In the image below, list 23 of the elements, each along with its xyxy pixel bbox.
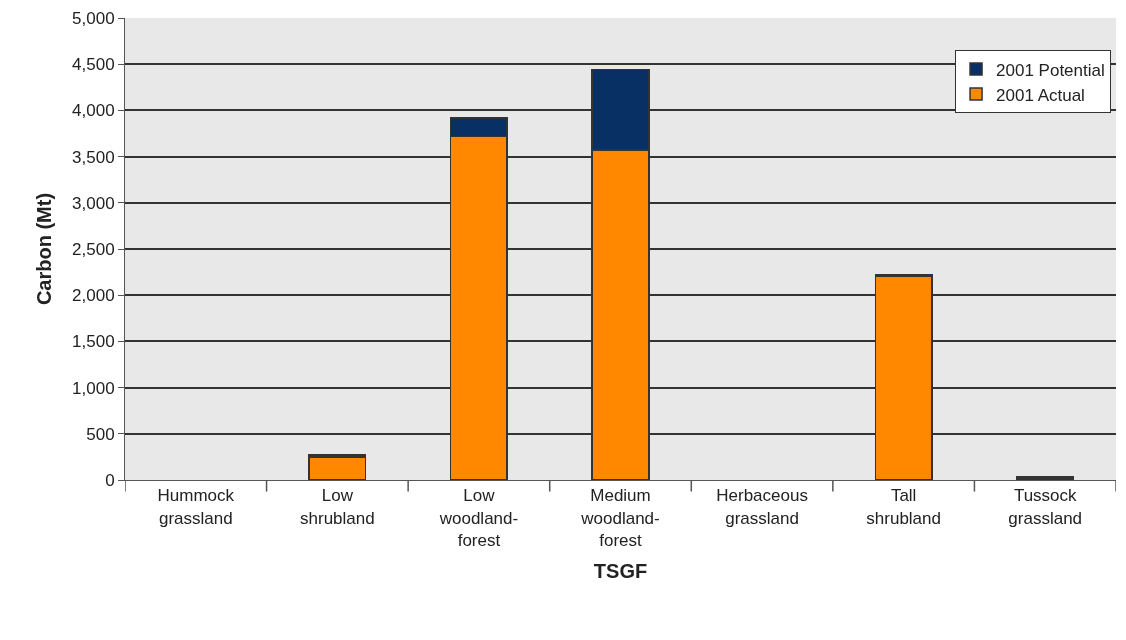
x-axis-title: TSGF xyxy=(593,560,648,583)
x-tick-label: Tussock grassland xyxy=(1008,486,1083,528)
x-tick-label: Low shrubland xyxy=(300,486,375,528)
y-tick-label: 5,000 xyxy=(72,8,115,28)
legend-label: 2001 Potential xyxy=(996,60,1105,80)
y-tick-label: 1,000 xyxy=(72,378,115,398)
y-tick-label: 4,500 xyxy=(72,55,115,75)
x-tick-label: Tall shrubland xyxy=(866,486,941,528)
y-tick-label: 3,500 xyxy=(72,147,115,167)
y-tick-label: 0 xyxy=(105,470,115,490)
y-tick-label: 4,000 xyxy=(72,101,115,121)
legend-label: 2001 Actual xyxy=(996,85,1085,105)
y-tick-label: 2,500 xyxy=(72,239,115,259)
y-tick-label: 2,000 xyxy=(72,286,115,306)
bar xyxy=(308,456,367,480)
y-tick-label: 500 xyxy=(86,424,115,444)
y-tick-label: 1,500 xyxy=(72,332,115,352)
x-tick-label: Herbaceous grassland xyxy=(716,486,808,528)
y-axis-title: Carbon (Mt) xyxy=(32,192,55,306)
x-tick-label: Low woodland-forest xyxy=(438,486,519,550)
x-tick-label: Medium woodland-forest xyxy=(580,486,660,550)
x-tick-label: Hummock grassland xyxy=(157,486,235,528)
y-tick-label: 3,000 xyxy=(72,193,115,213)
